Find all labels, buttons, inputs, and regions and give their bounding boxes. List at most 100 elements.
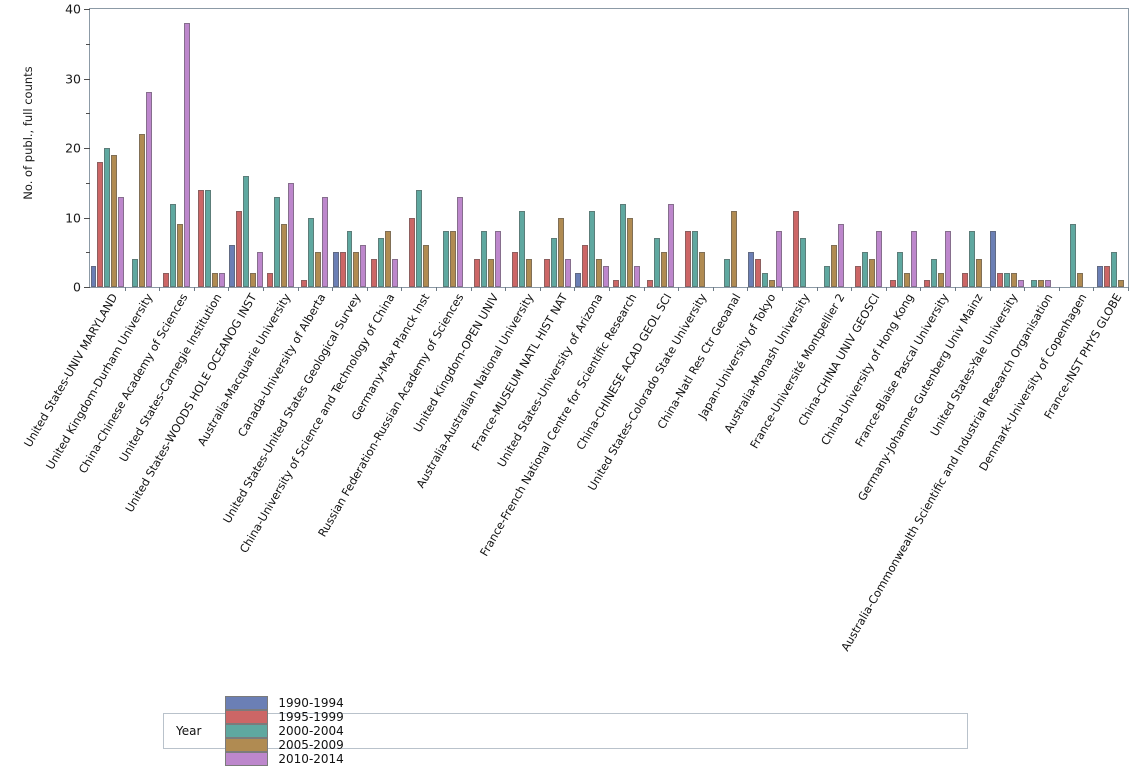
legend-item-label: 1995-1999 <box>278 710 344 724</box>
y-tick-minor <box>86 43 90 45</box>
legend-item[interactable]: 1995-1999 <box>225 710 344 724</box>
bar <box>692 231 699 287</box>
bar <box>131 259 138 287</box>
bar <box>1038 280 1045 287</box>
bar <box>945 231 952 287</box>
bar <box>754 259 761 287</box>
bar <box>581 245 588 287</box>
bar <box>997 273 1003 287</box>
x-tick <box>816 287 818 291</box>
bar <box>266 273 273 287</box>
bar <box>512 252 519 287</box>
x-axis-labels: United States-UNIV MARYLAND United Kingdo… <box>22 292 1129 702</box>
bar <box>723 259 730 287</box>
legend-item-label: 1990-1994 <box>278 696 344 710</box>
x-tick <box>1093 287 1095 291</box>
x-tick <box>574 287 576 291</box>
bar <box>256 252 263 287</box>
bar <box>526 259 533 287</box>
bar <box>422 245 429 287</box>
bar-group <box>920 9 955 287</box>
bar <box>799 238 806 287</box>
bar <box>612 280 619 287</box>
bar <box>332 252 339 287</box>
bar <box>775 231 782 287</box>
x-tick <box>401 287 403 291</box>
bar-group <box>644 9 679 287</box>
bar <box>626 217 633 287</box>
legend-item-label: 2000-2004 <box>278 724 344 738</box>
bar-group <box>1093 9 1128 287</box>
legend-color-swatch <box>225 710 269 724</box>
bar <box>443 231 450 287</box>
y-tick-minor <box>86 113 90 115</box>
y-tick-minor <box>86 252 90 254</box>
bar <box>830 245 837 287</box>
legend-item[interactable]: 1990-1994 <box>225 696 344 710</box>
bar-group <box>990 9 1025 287</box>
x-tick <box>124 287 126 291</box>
bar <box>138 134 145 287</box>
bar-group <box>367 9 402 287</box>
bar-group <box>1024 9 1059 287</box>
bar-group <box>713 9 748 287</box>
bar-group <box>817 9 852 287</box>
legend-item[interactable]: 2010-2014 <box>225 752 344 766</box>
bar-group <box>886 9 921 287</box>
bar <box>488 259 495 287</box>
bar <box>495 231 502 287</box>
bar <box>315 252 322 287</box>
x-tick <box>436 287 437 291</box>
bar <box>574 273 581 287</box>
bar <box>823 266 830 287</box>
bar <box>162 273 169 287</box>
bar <box>1104 266 1111 287</box>
y-tick-label: 30 <box>65 71 81 86</box>
x-tick <box>193 287 195 291</box>
bar-group <box>1059 9 1094 287</box>
y-tick-major <box>84 148 90 149</box>
plot-area: 0 10 20 30 40 <box>65 2 1129 295</box>
bar <box>619 203 626 287</box>
x-tick <box>989 287 991 291</box>
y-tick-label: 0 <box>73 279 81 295</box>
bars-layer <box>90 9 1128 287</box>
bar <box>197 189 204 287</box>
legend-item[interactable]: 2005-2009 <box>225 738 344 752</box>
bar <box>550 238 557 287</box>
bar <box>370 259 377 287</box>
bar <box>235 210 242 287</box>
x-tick <box>747 287 749 291</box>
bar <box>273 196 280 287</box>
x-tick <box>297 287 299 291</box>
bar <box>854 266 861 287</box>
bar <box>519 210 526 287</box>
legend-title: Year <box>176 724 202 738</box>
x-tick <box>920 287 922 291</box>
bar <box>118 196 125 287</box>
x-tick <box>609 287 610 291</box>
bar <box>962 273 969 287</box>
x-tick <box>505 287 507 291</box>
legend-color-swatch <box>225 724 269 738</box>
x-tick <box>159 287 161 291</box>
y-tick-minor <box>86 182 90 184</box>
bar <box>1003 273 1010 287</box>
bar <box>903 273 910 287</box>
x-tick <box>1058 287 1060 291</box>
bar <box>111 154 118 287</box>
x-tick <box>1024 287 1026 291</box>
legend-item[interactable]: 2000-2004 <box>225 724 344 738</box>
bar <box>322 196 329 287</box>
x-tick <box>955 287 956 291</box>
y-tick-major <box>84 78 90 80</box>
bar-group <box>159 9 194 287</box>
bar <box>1097 266 1104 287</box>
bar <box>1010 273 1017 287</box>
bar <box>661 252 668 287</box>
bar <box>602 266 609 287</box>
y-tick-major <box>84 287 90 288</box>
bar <box>339 252 346 287</box>
bar <box>1017 280 1024 287</box>
